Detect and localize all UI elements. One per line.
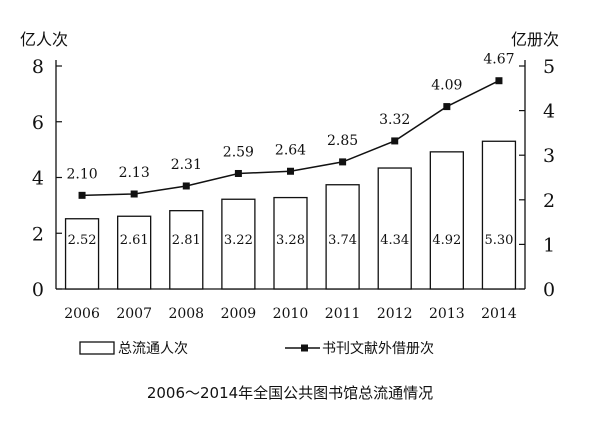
bar-value-label: 4.34 xyxy=(380,233,409,248)
bar xyxy=(481,140,517,290)
left-axis-unit: 亿人次 xyxy=(20,30,68,49)
left-tick-label: 6 xyxy=(32,112,44,134)
right-tick-label: 3 xyxy=(543,145,555,167)
line-marker xyxy=(234,169,242,177)
x-tick-label: 2007 xyxy=(116,306,152,322)
x-tick-label: 2013 xyxy=(429,306,465,322)
line-value-label: 2.10 xyxy=(66,166,97,182)
bar xyxy=(117,215,152,290)
data-labels: 2.52 2.61 2.81 3.22 3.28 3.74 4.34 4.92 5.30 2.10… xyxy=(66,52,514,248)
bar-value-label: 3.74 xyxy=(328,233,357,248)
right-axis-unit: 亿册次 xyxy=(511,30,559,49)
bar-value-label: 3.28 xyxy=(276,233,305,248)
bar xyxy=(325,184,360,290)
axes: 0 2 4 6 8 0 1 2 3 4 5 亿人次 亿册次 2006 2007 2008 2009 2010 201… xyxy=(20,30,559,322)
bar xyxy=(221,198,256,290)
legend-line-label: 书刊文献外借册次 xyxy=(322,341,434,357)
line-marker xyxy=(339,158,347,166)
bar xyxy=(429,151,464,290)
bar-value-label: 3.22 xyxy=(224,233,253,248)
line-series xyxy=(78,77,503,199)
bar-series xyxy=(64,140,517,290)
x-tick-label: 2011 xyxy=(325,306,361,322)
right-tick-label: 2 xyxy=(543,190,555,212)
right-tick-label: 4 xyxy=(543,101,555,123)
line-value-label: 4.67 xyxy=(483,52,514,68)
line-marker xyxy=(130,190,138,198)
bar xyxy=(64,218,100,290)
line-value-label: 2.85 xyxy=(327,133,358,149)
line-value-label: 2.64 xyxy=(275,142,306,158)
line-marker xyxy=(182,182,190,190)
bar xyxy=(169,210,204,290)
chart-title: 2006～2014年全国公共图书馆总流通情况 xyxy=(147,384,433,402)
x-tick-label: 2010 xyxy=(273,306,309,322)
bar-value-label: 2.61 xyxy=(120,233,149,248)
legend-line-marker xyxy=(301,344,308,352)
legend-bar-label: 总流通人次 xyxy=(118,341,188,357)
bar xyxy=(273,196,308,290)
bar-value-label: 2.81 xyxy=(172,233,201,248)
line-value-label: 3.32 xyxy=(379,112,410,128)
line-marker xyxy=(495,77,503,85)
x-tick-label: 2014 xyxy=(481,306,517,322)
left-tick-label: 0 xyxy=(32,279,44,301)
bar-value-label: 5.30 xyxy=(484,233,513,248)
line-value-label: 2.13 xyxy=(119,165,150,181)
legend-bar-swatch xyxy=(79,341,115,355)
right-tick-label: 1 xyxy=(543,234,555,256)
legend: 总流通人次 书刊文献外借册次 xyxy=(79,341,434,357)
line-value-label: 4.09 xyxy=(431,78,462,94)
left-tick-label: 4 xyxy=(32,168,44,190)
line-value-label: 2.31 xyxy=(171,157,202,173)
line-marker xyxy=(391,137,399,145)
bar-value-label: 4.92 xyxy=(432,233,461,248)
line-marker xyxy=(78,191,86,199)
right-tick-label: 5 xyxy=(543,56,555,78)
x-tick-label: 2006 xyxy=(64,306,100,322)
line-marker xyxy=(443,103,451,111)
left-tick-label: 2 xyxy=(32,223,44,245)
bar-value-label: 2.52 xyxy=(68,233,97,248)
x-tick-label: 2012 xyxy=(377,306,413,322)
x-tick-label: 2008 xyxy=(168,306,204,322)
line-value-label: 2.59 xyxy=(223,144,254,160)
left-tick-label: 8 xyxy=(32,56,44,78)
x-tick-label: 2009 xyxy=(221,306,257,322)
line-marker xyxy=(287,167,294,175)
bar xyxy=(377,167,412,290)
right-tick-label: 0 xyxy=(543,279,555,301)
